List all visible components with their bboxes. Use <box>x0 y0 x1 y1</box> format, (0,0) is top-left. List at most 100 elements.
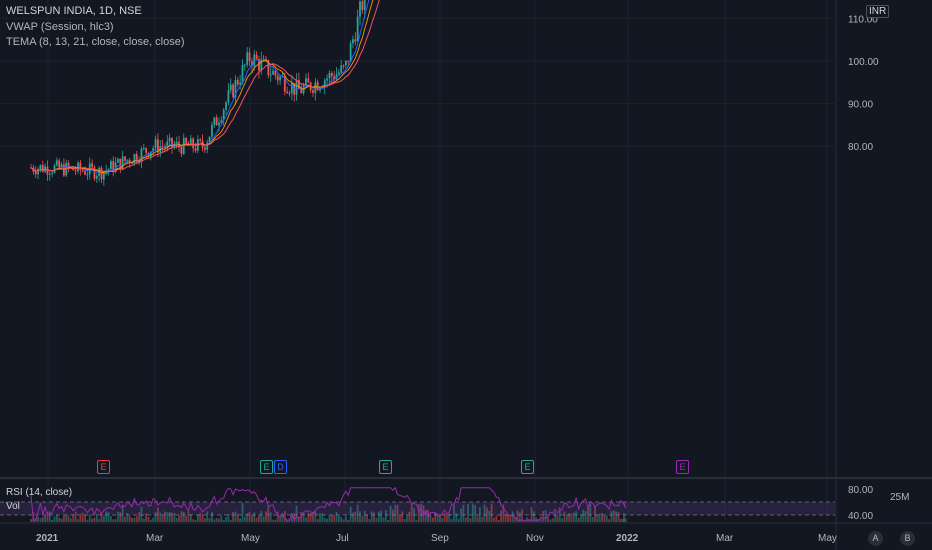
candle-body <box>67 162 70 168</box>
earnings-marker[interactable]: E <box>676 460 689 474</box>
candle-body <box>93 167 96 179</box>
candle-body <box>37 168 39 175</box>
volume-bar <box>474 505 477 522</box>
volume-bar <box>582 509 585 522</box>
volume-bar <box>60 518 63 522</box>
volume-bar <box>359 511 361 522</box>
candle-body <box>220 120 223 123</box>
volume-bar <box>255 517 258 522</box>
volume-bar <box>612 510 615 522</box>
candle-body <box>199 139 202 141</box>
volume-bar <box>48 511 51 522</box>
earnings-marker[interactable]: E <box>97 460 110 474</box>
volume-axis-label: 25M <box>890 492 910 503</box>
volume-bar <box>363 510 366 522</box>
volume-bar <box>194 519 197 522</box>
volume-bar <box>265 511 267 522</box>
candle-body <box>298 79 300 90</box>
volume-bar <box>446 514 448 522</box>
volume-bar <box>542 510 545 522</box>
volume-bar <box>272 519 274 522</box>
candle-body <box>213 117 216 125</box>
candle-body <box>168 137 171 142</box>
volume-legend[interactable]: Vol <box>6 501 20 512</box>
volume-bar <box>457 518 460 522</box>
candle-body <box>39 164 42 169</box>
candle-body <box>354 39 357 42</box>
volume-bar <box>523 519 526 522</box>
rsi-tick-label: 40.00 <box>848 511 873 522</box>
indicator-vwap-legend[interactable]: VWAP (Session, hlc3) <box>6 21 114 33</box>
candle-body <box>269 74 272 76</box>
volume-bar <box>483 504 486 522</box>
volume-bar <box>333 515 336 522</box>
volume-bar <box>312 511 314 522</box>
volume-bar <box>384 510 387 522</box>
volume-bar <box>565 514 568 522</box>
candle-body <box>290 83 293 94</box>
volume-bar <box>107 512 110 522</box>
volume-bar <box>497 519 500 522</box>
candle-body <box>157 139 159 153</box>
candle-body <box>265 58 267 60</box>
volume-bar <box>112 519 115 522</box>
volume-bar <box>234 511 237 522</box>
candle-body <box>204 147 206 150</box>
candle-body <box>185 137 187 144</box>
volume-bar <box>436 513 439 522</box>
auto-scale-button[interactable]: A <box>868 531 883 546</box>
dividend-marker[interactable]: D <box>274 460 287 474</box>
volume-bar <box>135 516 138 522</box>
volume-bar <box>239 518 242 522</box>
volume-bar <box>401 511 404 522</box>
log-scale-button[interactable]: B <box>900 531 915 546</box>
candle-body <box>363 0 366 11</box>
volume-bar <box>443 513 446 522</box>
volume-bar <box>91 518 93 522</box>
volume-bar <box>434 512 437 522</box>
volume-bars <box>30 503 627 522</box>
candle-body <box>243 64 246 66</box>
volume-bar <box>415 519 418 522</box>
volume-bar <box>131 517 133 522</box>
volume-bar <box>229 519 232 522</box>
volume-bar <box>208 517 211 522</box>
volume-bar <box>236 513 239 522</box>
volume-bar <box>439 514 441 522</box>
symbol-title[interactable]: WELSPUN INDIA, 1D, NSE <box>6 5 142 17</box>
volume-bar <box>119 512 122 522</box>
volume-bar <box>187 511 190 522</box>
indicator-tema-legend[interactable]: TEMA (8, 13, 21, close, close, close) <box>6 36 185 48</box>
candle-body <box>173 145 176 148</box>
rsi-line <box>30 486 627 522</box>
candle-body <box>288 93 291 95</box>
volume-bar <box>601 513 603 522</box>
volume-bar <box>561 518 563 522</box>
rsi-legend[interactable]: RSI (14, close) <box>6 487 73 498</box>
volume-bar <box>39 518 42 522</box>
candle-body <box>337 72 340 75</box>
volume-bar <box>77 519 79 522</box>
volume-bar <box>340 516 343 522</box>
volume-bar <box>337 515 340 522</box>
volume-bar <box>596 514 599 522</box>
candle-body <box>349 43 352 62</box>
earnings-marker[interactable]: E <box>521 460 534 474</box>
earnings-marker[interactable]: E <box>260 460 273 474</box>
candle-body <box>140 148 143 163</box>
volume-bar <box>352 512 354 522</box>
currency-badge[interactable]: INR <box>866 5 890 18</box>
volume-bar <box>302 513 305 522</box>
volume-bar <box>199 513 202 522</box>
earnings-marker[interactable]: E <box>379 460 392 474</box>
volume-bar <box>570 513 573 522</box>
volume-bar <box>171 512 173 522</box>
candle-body <box>241 64 244 83</box>
volume-bar <box>93 517 96 522</box>
candle-body <box>307 78 310 83</box>
volume-bar <box>168 511 171 522</box>
volume-bar <box>126 512 129 522</box>
vwap-line <box>30 0 370 175</box>
volume-bar <box>215 518 218 522</box>
